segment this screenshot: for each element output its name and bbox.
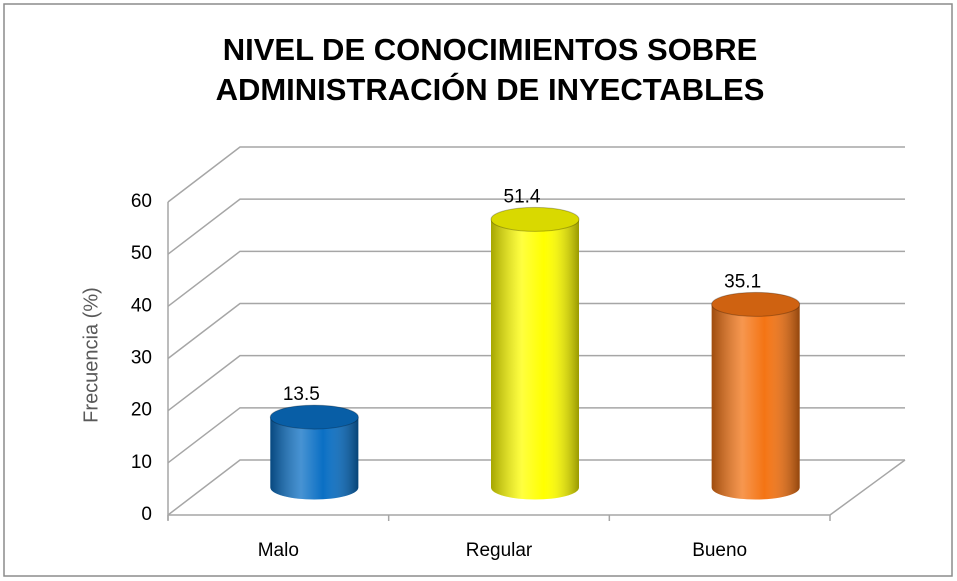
bar-top	[490, 206, 580, 232]
grid-line	[167, 146, 905, 203]
grid-line	[167, 459, 905, 516]
chart-title: ADMINISTRACIÓN DE INYECTABLES	[216, 71, 765, 107]
data-label: 35.1	[724, 271, 761, 292]
y-tick-label: 10	[131, 452, 152, 473]
grid-line	[167, 302, 905, 360]
y-axis-title: Frecuencia (%)	[80, 287, 102, 423]
y-tick-label: 50	[131, 243, 152, 264]
x-tick-label: Bueno	[692, 540, 747, 561]
y-tick-label: 60	[131, 191, 152, 212]
y-tick-label: 0	[141, 504, 152, 525]
y-tick-label: 40	[131, 295, 152, 316]
bar-top-shade	[491, 207, 579, 232]
bar-top-shade	[711, 292, 800, 317]
y-tick-label: 20	[131, 400, 152, 421]
data-label: 51.4	[504, 186, 541, 207]
bar-top	[711, 291, 801, 317]
bar-shade	[711, 304, 800, 500]
bar-top	[269, 404, 359, 430]
chart-title: NIVEL DE CONOCIMIENTOS SOBRE	[223, 32, 758, 67]
bar-shade	[491, 219, 579, 500]
grid-line	[167, 407, 905, 464]
x-tick-label: Malo	[258, 540, 299, 561]
grid-line	[167, 198, 905, 255]
grid-line	[167, 354, 905, 412]
bar-shade	[270, 417, 359, 500]
bar-top-shade	[270, 405, 359, 430]
data-label: 13.5	[283, 384, 320, 405]
grid-line	[167, 250, 905, 307]
y-tick-label: 30	[131, 348, 152, 369]
x-tick-label: Regular	[466, 540, 533, 561]
